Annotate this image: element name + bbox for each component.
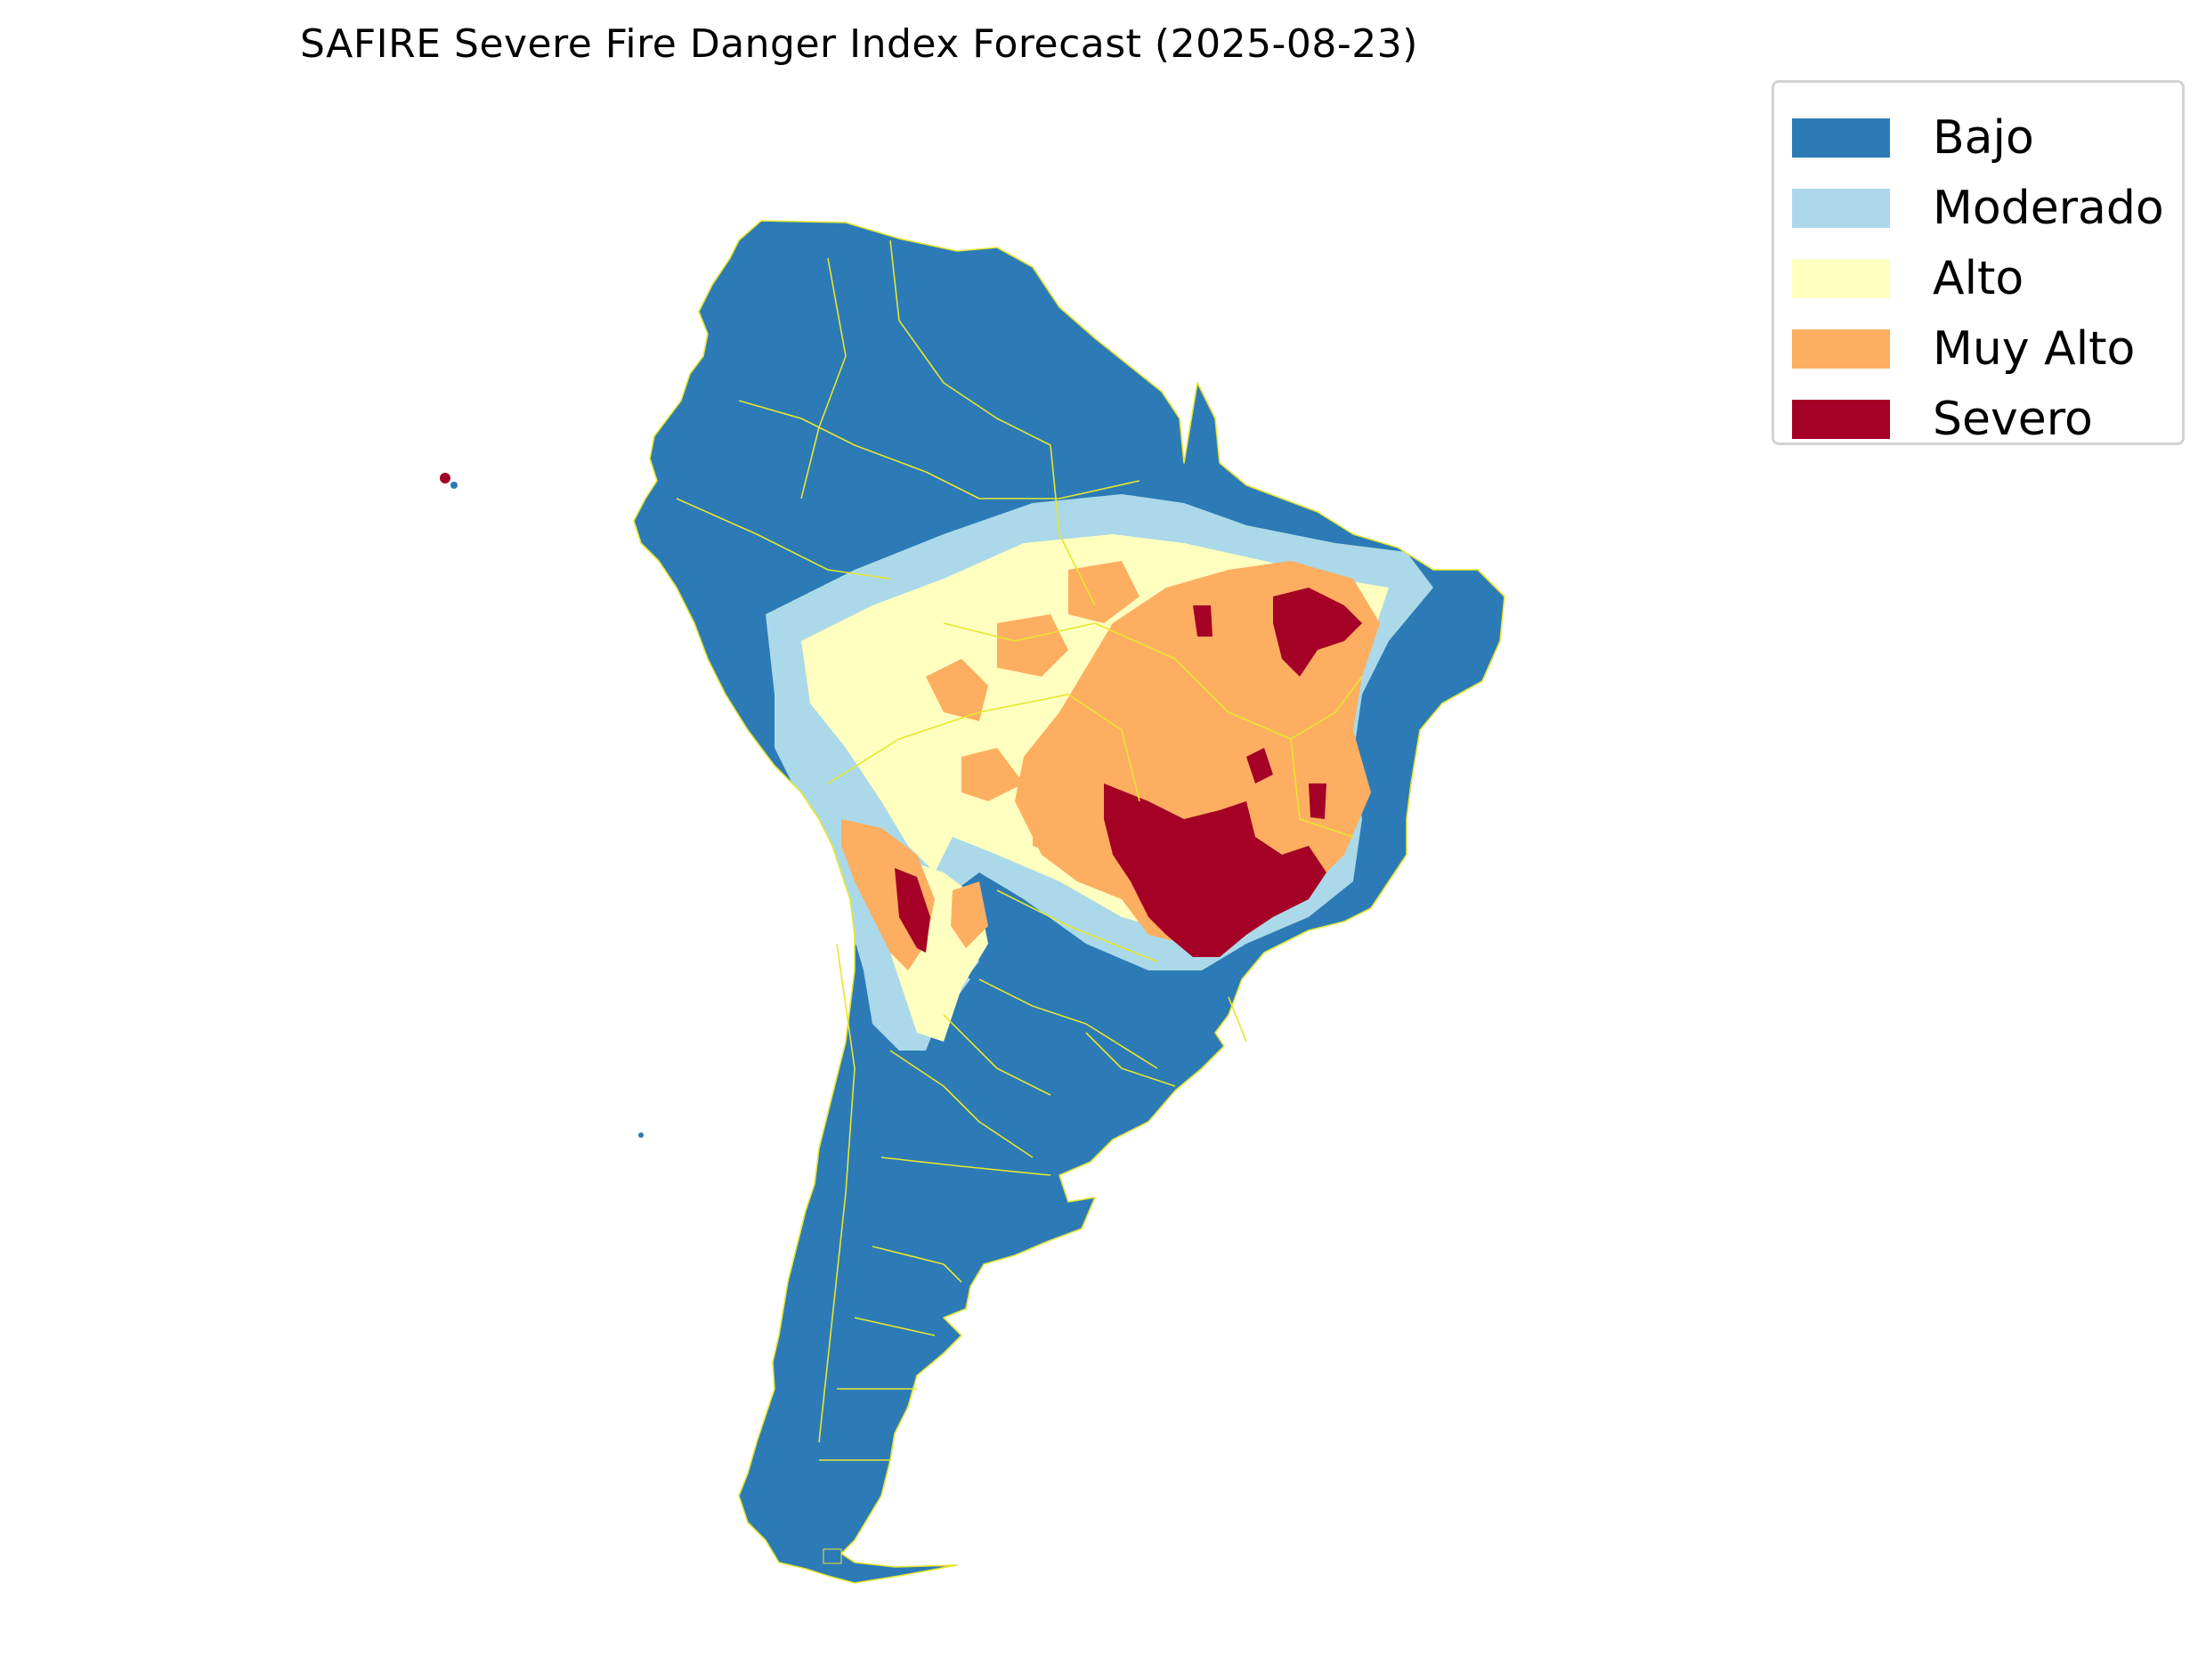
coastline [633, 220, 1505, 1584]
legend-swatch-bajo [1792, 118, 1890, 158]
zone-severo-andes [895, 868, 930, 953]
zone-muy-alto-patch [926, 659, 988, 721]
legend-item-muy-alto: Muy Alto [1774, 313, 2182, 384]
zone-severo-patch [1193, 605, 1212, 637]
boundary-line [943, 1014, 1051, 1096]
boundary-line [854, 1317, 936, 1336]
legend-swatch-muy-alto [1792, 329, 1890, 369]
zone-severo [1104, 783, 1326, 957]
boundary-line [996, 889, 1158, 962]
boundary-line [925, 471, 1140, 499]
zone-muy-alto-patch [997, 614, 1068, 677]
boundary-line [1290, 676, 1363, 740]
boundary-line [943, 622, 1176, 660]
legend-swatch-severo [1792, 399, 1890, 439]
boundary-line [889, 1050, 1034, 1158]
boundary-line [1228, 996, 1247, 1043]
zone-severo-patch [1246, 748, 1273, 783]
boundary-line [889, 239, 1051, 446]
legend-swatch-moderado [1792, 188, 1890, 228]
boundary-line [1050, 444, 1096, 606]
boundary-line [872, 1246, 962, 1283]
legend-item-alto: Alto [1774, 243, 2182, 313]
galapagos-island [450, 482, 458, 489]
boundary-line [738, 400, 927, 473]
zone-muy-alto-patch [1033, 801, 1068, 855]
zone-muy-alto-andes-2 [951, 881, 988, 948]
boundary-line [818, 943, 856, 1443]
chart-title: SAFIRE Severe Fire Danger Index Forecast… [300, 21, 1418, 67]
boundary-line [827, 694, 1069, 784]
boundary-line [1085, 1032, 1176, 1087]
boundary-line [1174, 658, 1292, 740]
legend-label-muy-alto: Muy Alto [1933, 321, 2136, 376]
zone-muy-alto-patch [1068, 561, 1139, 623]
admin-boundaries [633, 220, 1505, 1584]
boundary-line [880, 1157, 1051, 1176]
zone-muy-alto-patch [961, 748, 1024, 801]
legend-item-severo: Severo [1774, 384, 2182, 454]
legend-label-alto: Alto [1933, 251, 2024, 305]
island [638, 1132, 644, 1138]
boundary-line [800, 257, 847, 499]
danger-zones [766, 494, 1433, 1051]
zone-severo-ne [1273, 588, 1362, 677]
galapagos-island [440, 473, 450, 483]
legend-label-moderado: Moderado [1933, 181, 2164, 235]
boundary-line [1290, 738, 1354, 838]
legend: Bajo Moderado Alto Muy Alto Severo [1772, 80, 2185, 445]
legend-swatch-alto [1792, 258, 1890, 298]
boundary-line [1067, 694, 1140, 802]
legend-item-moderado: Moderado [1774, 173, 2182, 243]
boundary-line [676, 498, 891, 580]
boundary-line [978, 978, 1158, 1069]
legend-label-severo: Severo [1933, 392, 2093, 446]
legend-label-bajo: Bajo [1933, 110, 2034, 165]
legend-item-bajo: Bajo [1774, 102, 2182, 173]
falkland-island [823, 1548, 842, 1564]
zone-severo-patch [1309, 783, 1326, 819]
